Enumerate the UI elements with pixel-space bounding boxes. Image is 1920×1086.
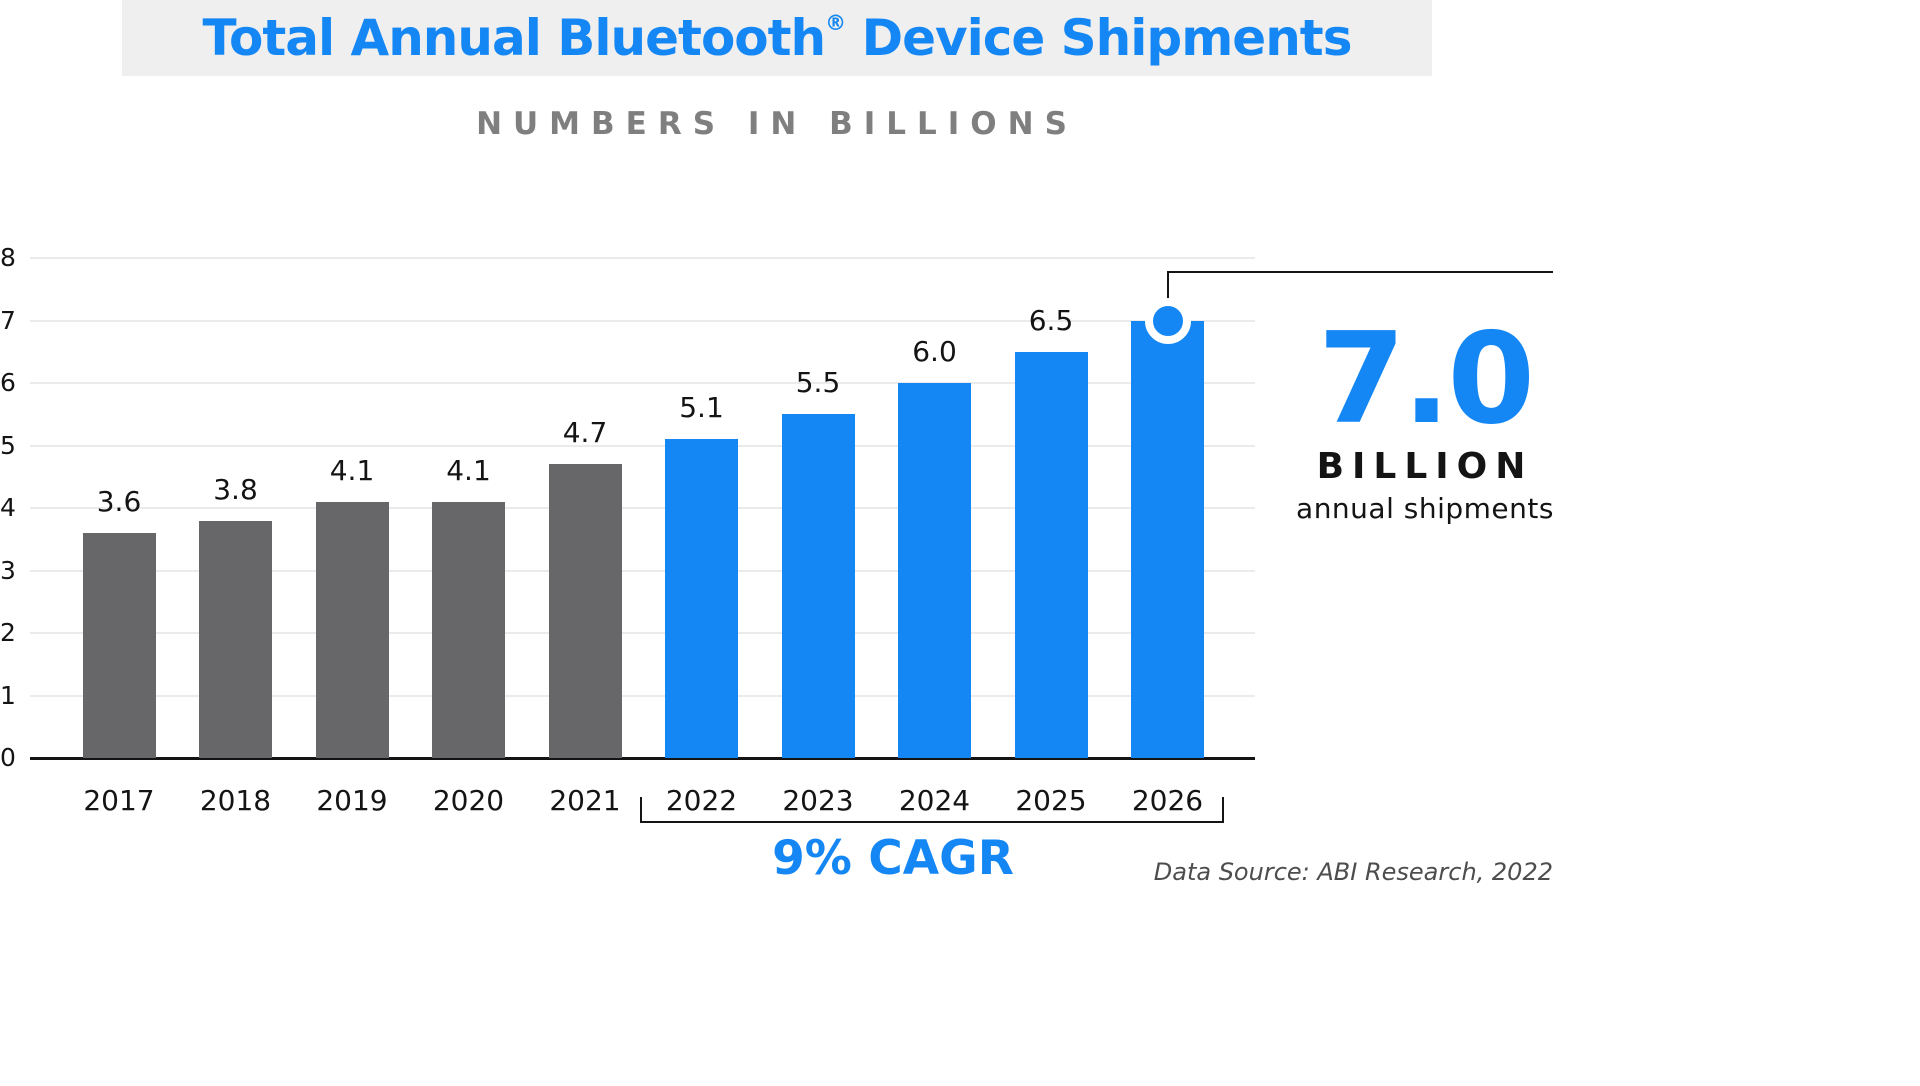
- x-axis-tick-label: 2021: [549, 784, 621, 817]
- title-text-post: Device Shipments: [845, 9, 1353, 67]
- callout-caption: annual shipments: [1296, 492, 1554, 525]
- bar-value-label: 5.5: [795, 366, 841, 400]
- bar-2022: [665, 439, 738, 758]
- x-axis-tick-label: 2026: [1131, 784, 1204, 817]
- cagr-label: 9% CAGR: [772, 831, 1014, 886]
- y-axis-tick-label: 3: [0, 555, 16, 585]
- bar-2019: [315, 501, 389, 758]
- bar-2018: [199, 520, 272, 758]
- bar-value-label: 4.7: [562, 416, 608, 450]
- y-gridline: [30, 382, 1255, 384]
- bar-2023: [781, 414, 855, 758]
- title-band: Total Annual Bluetooth® Device Shipments: [122, 0, 1432, 76]
- x-axis-tick-label: 2018: [199, 784, 272, 817]
- chart-subtitle: NUMBERS IN BILLIONS: [476, 106, 1078, 142]
- y-gridline: [30, 257, 1255, 259]
- y-axis-tick-label: 1: [0, 680, 16, 710]
- bracket-left-tick: [639, 797, 642, 823]
- x-axis-tick-label: 2019: [316, 784, 388, 817]
- callout-connector-vertical: [1166, 271, 1169, 321]
- callout-unit: BILLION: [1316, 446, 1534, 487]
- bar-value-label: 4.1: [329, 453, 375, 487]
- bar-2017: [82, 533, 156, 758]
- bar-value-label: 6.0: [912, 335, 957, 368]
- x-axis-tick-label: 2024: [898, 784, 971, 817]
- y-axis-tick-label: 2: [0, 618, 16, 647]
- bar-value-label: 3.8: [213, 472, 258, 506]
- bar-value-label: 3.6: [96, 485, 142, 518]
- callout-value: 7.0: [1317, 305, 1535, 452]
- x-axis-tick-label: 2022: [665, 784, 738, 817]
- bar-2026: [1131, 320, 1204, 758]
- callout-connector-horizontal: [1166, 271, 1553, 273]
- y-axis-tick-label: 5: [0, 430, 16, 460]
- bar-value-label: 4.1: [446, 453, 491, 487]
- bracket-bottom-line: [639, 821, 1224, 823]
- y-axis-tick-label: 6: [0, 368, 16, 397]
- y-axis-tick-label: 8: [0, 243, 16, 272]
- bar-2020: [432, 501, 505, 758]
- page-title: Total Annual Bluetooth® Device Shipments: [202, 9, 1353, 67]
- y-gridline: [30, 569, 1255, 572]
- y-gridline: [30, 507, 1255, 509]
- y-gridline: [30, 694, 1255, 697]
- x-axis-line: [30, 757, 1255, 760]
- bracket-right-tick: [1221, 797, 1224, 823]
- highlight-callout: 7.0 BILLION annual shipments: [1280, 305, 1570, 526]
- y-axis-tick-label: 0: [0, 743, 16, 772]
- y-axis-tick-label: 4: [0, 493, 16, 522]
- x-axis-tick-label: 2020: [432, 784, 505, 817]
- y-gridline: [30, 319, 1255, 322]
- bar-2021: [548, 464, 622, 758]
- x-axis-tick-label: 2025: [1015, 784, 1087, 817]
- data-source: Data Source: ABI Research, 2022: [1153, 858, 1553, 886]
- bar-value-label: 5.1: [679, 391, 724, 425]
- bar-2024: [898, 383, 971, 758]
- registered-trademark-symbol: ®: [825, 11, 846, 35]
- y-axis-tick-label: 7: [0, 305, 16, 335]
- x-axis-tick-label: 2017: [83, 784, 155, 817]
- highlight-marker-dot: [1144, 297, 1191, 344]
- x-axis-tick-label: 2023: [782, 784, 854, 817]
- y-gridline: [30, 632, 1255, 634]
- bar-2025: [1014, 351, 1088, 758]
- title-text-pre: Total Annual Bluetooth: [202, 9, 827, 67]
- y-gridline: [30, 444, 1255, 447]
- bar-value-label: 6.5: [1028, 303, 1074, 337]
